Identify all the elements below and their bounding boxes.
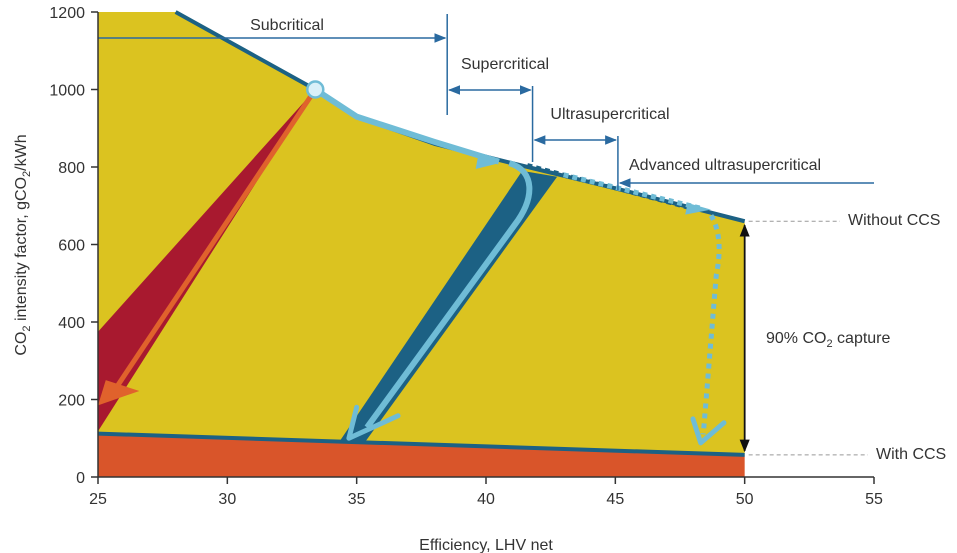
band-label-subcritical: Subcritical xyxy=(250,17,324,34)
x-tick-label: 50 xyxy=(736,491,754,508)
arrow-subcritical-path xyxy=(114,88,318,390)
line-with-ccs xyxy=(97,431,745,457)
band-label-ultrasupercritical: Ultrasupercritical xyxy=(550,106,669,123)
x-axis-label: Efficiency, LHV net xyxy=(419,537,553,553)
y-tick-label: 0 xyxy=(76,470,85,487)
technology-bands: Subcritical Supercritical Ultrasupercrit… xyxy=(98,14,874,190)
arrow-efficiency-path xyxy=(313,86,500,165)
x-tick-label: 30 xyxy=(218,491,236,508)
arrowhead-supercritical-ccs xyxy=(346,404,401,441)
x-tick-label: 40 xyxy=(477,491,495,508)
pathway-arrows xyxy=(97,10,868,457)
y-tick-label: 600 xyxy=(58,238,85,255)
arrow-supercritical-ccs xyxy=(364,160,533,430)
dotted-advanced-ccs xyxy=(700,214,722,435)
arrowhead-efficiency xyxy=(475,155,497,169)
arrowhead-advanced-ccs xyxy=(690,416,727,446)
y-tick-label: 1000 xyxy=(49,83,85,100)
y-tick-label: 400 xyxy=(58,315,85,332)
x-tick-label: 35 xyxy=(348,491,366,508)
area-emissions-range xyxy=(98,12,745,455)
dotted-advanced-path xyxy=(563,172,704,212)
band-label-advanced-ultrasupercritical: Advanced ultrasupercritical xyxy=(629,157,821,174)
annotation-with-ccs: With CCS xyxy=(876,446,946,463)
area-with-ccs-floor xyxy=(98,433,745,477)
band-label-supercritical: Supercritical xyxy=(461,56,549,73)
arrowhead-subcritical xyxy=(98,380,140,406)
plot-areas xyxy=(98,12,745,477)
annotation-capture: 90% CO2 capture xyxy=(766,330,891,350)
y-axis-label: CO2 intensity factor, gCO2/kWh xyxy=(13,134,33,355)
x-tick-label: 55 xyxy=(865,491,883,508)
axes: 25 30 35 40 45 50 55 0 200 400 600 800 1000 1200 xyxy=(49,5,883,508)
x-tick-label: 45 xyxy=(606,491,624,508)
y-tick-label: 200 xyxy=(58,393,85,410)
arrowhead-advanced xyxy=(685,203,712,215)
key-point-marker xyxy=(306,80,325,99)
y-tick-label: 800 xyxy=(58,160,85,177)
y-tick-label: 1200 xyxy=(49,5,85,22)
annotation-without-ccs: Without CCS xyxy=(848,212,940,229)
x-tick-label: 25 xyxy=(89,491,107,508)
